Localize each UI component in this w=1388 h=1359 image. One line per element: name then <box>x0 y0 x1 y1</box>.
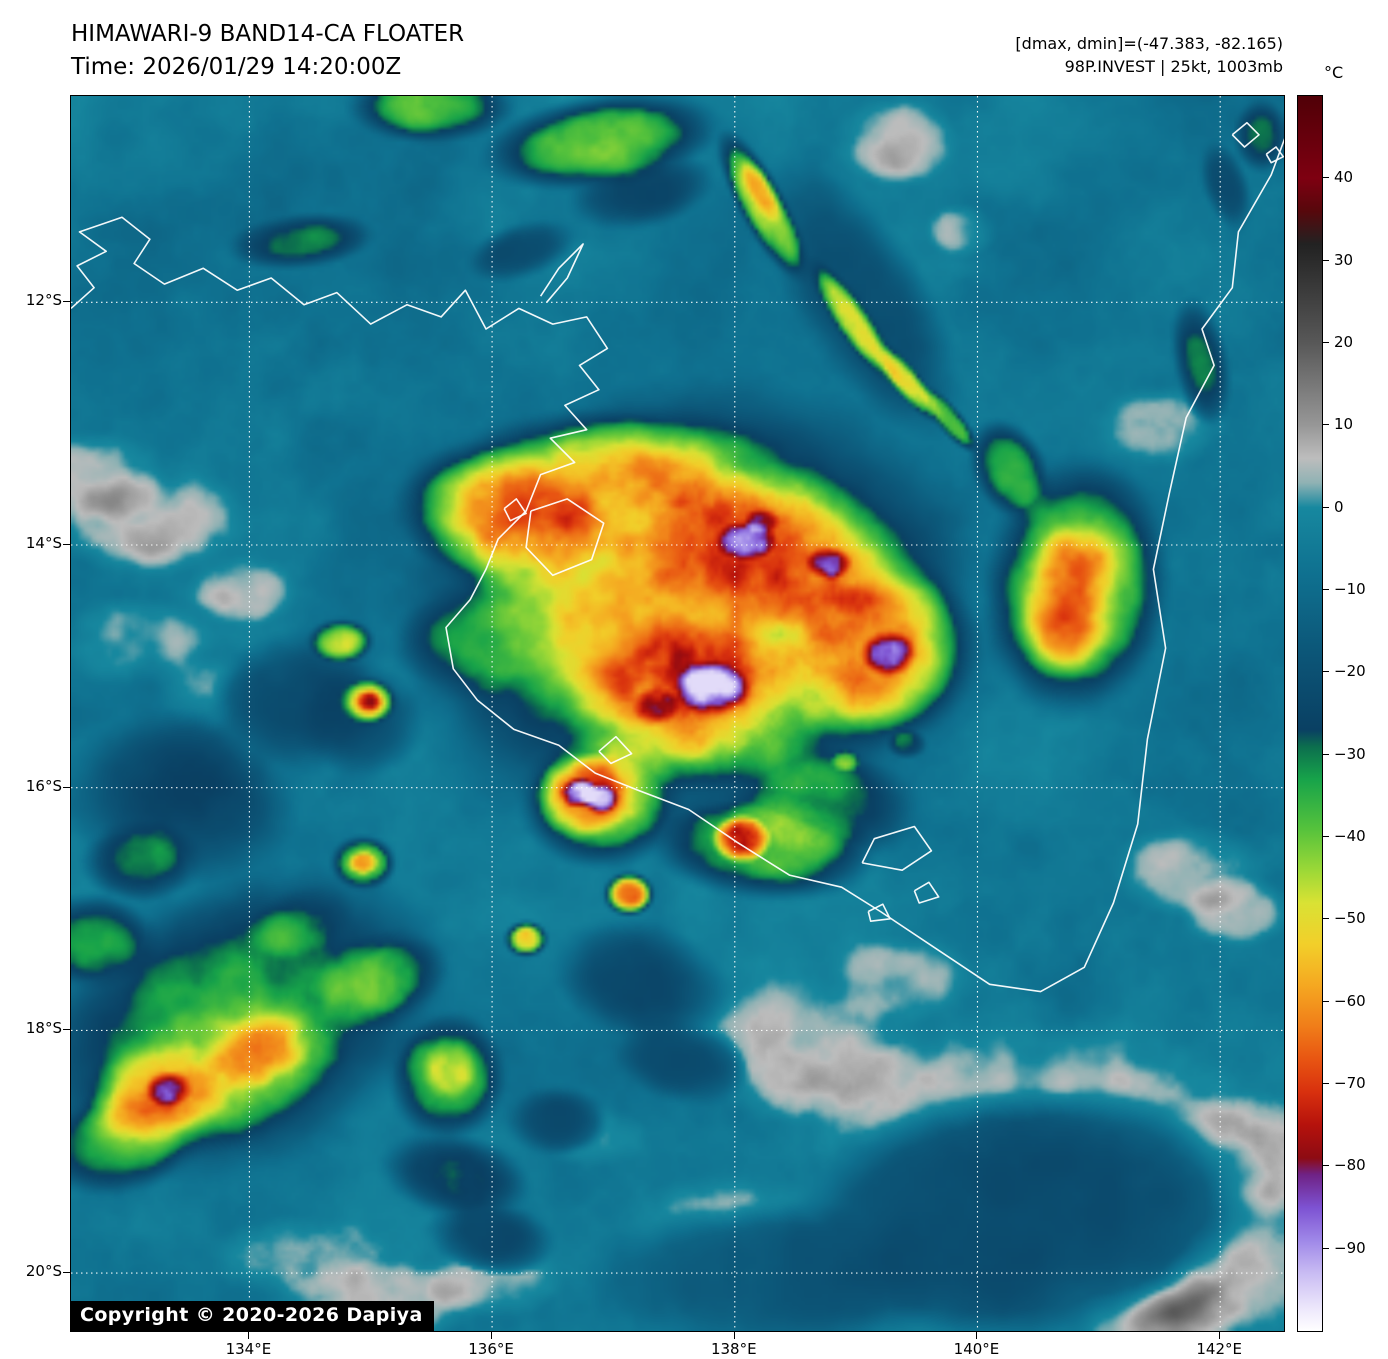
y-axis-tickmark <box>63 543 70 545</box>
timestamp: Time: 2026/01/29 14:20:00Z <box>71 54 402 80</box>
colorbar-tickmark <box>1323 589 1329 590</box>
coastline <box>1231 121 1260 148</box>
colorbar-tickmark <box>1323 1083 1329 1084</box>
colorbar-tickmark <box>1323 342 1329 343</box>
colorbar-tick-label: −30 <box>1334 744 1366 763</box>
colorbar-tickmark <box>1323 918 1329 920</box>
x-axis-tick-label: 136°E <box>468 1340 514 1358</box>
colorbar-tick-label: −60 <box>1334 991 1366 1010</box>
y-axis-tick-label: 12°S <box>25 291 62 310</box>
copyright-badge: Copyright © 2020-2026 Dapiya <box>71 1301 434 1331</box>
coastline <box>525 498 605 577</box>
colorbar-tickmark <box>1323 1247 1329 1249</box>
x-axis-tickmark <box>491 1332 493 1339</box>
coastline <box>539 243 584 303</box>
colorbar-unit: °C <box>1324 63 1344 82</box>
x-axis-tickmark <box>733 1332 735 1339</box>
x-axis-tickmark <box>248 1332 250 1339</box>
product-title: HIMAWARI-9 BAND14-CA FLOATER <box>71 21 465 47</box>
colorbar-tick-label: −50 <box>1334 909 1366 928</box>
coastline <box>861 825 933 871</box>
colorbar-tick-label: 0 <box>1334 497 1344 516</box>
colorbar-tick-label: −90 <box>1334 1238 1366 1257</box>
coastline <box>913 881 940 904</box>
y-axis-tickmark <box>63 301 70 303</box>
colorbar-tickmark <box>1323 671 1329 673</box>
colorbar-tick-label: 30 <box>1334 250 1354 269</box>
colorbar-tick-label: −80 <box>1334 1156 1366 1175</box>
coastline <box>71 138 1284 993</box>
colorbar-tickmark <box>1323 1000 1329 1002</box>
storm-info: 98P.INVEST | 25kt, 1003mb <box>1064 57 1283 76</box>
colorbar-tickmark <box>1323 177 1329 179</box>
x-axis-tick-label: 140°E <box>953 1340 1000 1358</box>
colorbar-tickmark <box>1323 753 1329 755</box>
y-axis-tickmark <box>63 786 70 788</box>
y-axis-tick-label: 18°S <box>25 1019 62 1038</box>
x-axis-tick-label: 138°E <box>710 1340 757 1358</box>
colorbar-tickmark <box>1323 424 1329 426</box>
colorbar-tick-label: −20 <box>1334 662 1366 681</box>
colorbar-tick-label: 10 <box>1334 415 1354 434</box>
colorbar-tickmark <box>1323 259 1329 261</box>
x-axis-tickmark <box>1219 1332 1221 1339</box>
x-axis-tick-label: 134°E <box>225 1340 272 1358</box>
y-axis-tick-label: 14°S <box>25 533 62 552</box>
y-axis-tickmark <box>63 1029 70 1031</box>
coastline <box>867 903 891 922</box>
x-axis-tick-label: 142°E <box>1196 1340 1242 1358</box>
dmax-dmin-readout: [dmax, dmin]=(-47.383, -82.165) <box>1015 34 1283 53</box>
title-block: HIMAWARI-9 BAND14-CA FLOATER Time: 2026/… <box>71 18 464 84</box>
colorbar-tickmark <box>1323 836 1329 837</box>
header-right: [dmax, dmin]=(-47.383, -82.165) 98P.INVE… <box>1015 32 1283 78</box>
x-axis-tickmark <box>976 1332 978 1339</box>
colorbar <box>1297 95 1323 1332</box>
colorbar-tick-label: 40 <box>1334 168 1354 187</box>
colorbar-tick-label: −10 <box>1334 580 1366 598</box>
colorbar-tick-label: −70 <box>1334 1074 1366 1092</box>
map-overlay <box>71 96 1284 1331</box>
coastline <box>1265 146 1284 164</box>
map-plot: Copyright © 2020-2026 Dapiya <box>70 95 1285 1332</box>
coastline <box>503 498 527 522</box>
y-axis-tickmark <box>63 1272 70 1274</box>
colorbar-tickmark <box>1323 506 1329 508</box>
coastline <box>598 735 633 765</box>
colorbar-tick-label: −40 <box>1334 827 1366 845</box>
colorbar-tick-label: 20 <box>1334 333 1354 351</box>
y-axis-tick-label: 16°S <box>25 776 62 795</box>
colorbar-tickmark <box>1323 1165 1329 1167</box>
y-axis-tick-label: 20°S <box>25 1262 62 1281</box>
